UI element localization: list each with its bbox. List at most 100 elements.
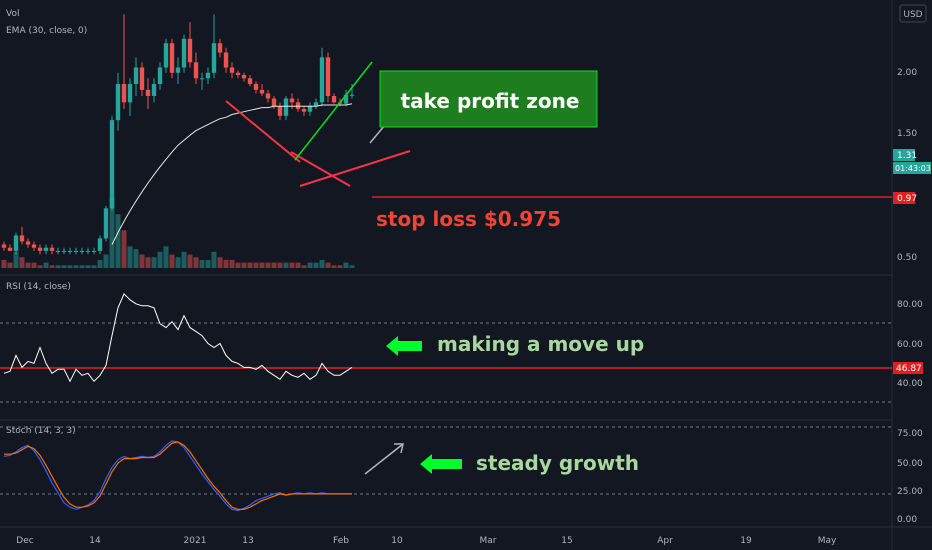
candle [343,89,349,107]
candle [109,115,115,211]
ema-line [111,103,353,245]
volume-bar [313,262,319,268]
candle [319,47,325,107]
time-tick-13: 13 [242,536,253,546]
stop-price-value: 0.97 [897,194,917,204]
candle-body [343,94,349,104]
candle [61,247,67,255]
volume-bar [1,259,7,268]
volume-bar [331,265,337,268]
rsi-tick-60: 60.00 [897,340,923,350]
volume-bar [187,254,193,268]
candle-body [277,106,283,116]
currency-button[interactable] [899,4,927,23]
candle [25,238,31,248]
volume-bar [37,265,43,268]
candle [121,14,127,109]
volume-bar [109,198,115,268]
candle-body [223,52,229,68]
time-tick-apr: Apr [657,536,673,546]
volume-bar [277,262,283,268]
stoch-growth-arrow [364,443,404,475]
candle-body [205,72,211,79]
candle [13,232,19,255]
candle-body [127,83,133,103]
candle-body [25,241,31,245]
volume-bar [271,262,277,268]
candle [181,34,187,73]
wedge-lower-trendline [290,151,351,187]
candle-body [325,57,331,96]
candle-body [91,250,97,252]
stop-price-badge [893,192,915,204]
candle-body [187,38,193,63]
candle-body [157,67,163,84]
candle-body [109,120,115,209]
stoch-tick-75: 75.00 [897,429,923,439]
volume-bar [289,262,295,268]
support-trendline [299,150,411,187]
volume-bar [145,257,151,268]
volume-bar [343,262,349,268]
candle-body [349,94,355,96]
candle [55,247,61,255]
volume-bar [97,259,103,268]
stoch-tick-0: 0.00 [897,515,917,525]
candle-body [241,74,247,79]
stoch-label: Stoch (14, 3, 3) [6,426,76,436]
time-tick-may: May [818,536,837,546]
take-profit-label: take profit zone [401,89,580,113]
volume-bar [31,262,37,268]
volume-bar [229,259,235,268]
volume-bar [67,265,73,268]
rsi-tick-40: 40.00 [897,379,923,389]
volume-bar [193,257,199,268]
volume-bar [25,262,31,268]
candle-body [37,247,43,251]
candle-body [13,235,19,251]
breakout-trendline [294,61,373,161]
candle-body [67,250,73,252]
rsi-label: RSI (14, close) [6,282,71,292]
volume-bar [115,214,121,268]
wedge-upper-trendline [225,100,301,163]
candle [67,247,73,255]
candle-body [139,67,145,90]
volume-bar [43,262,49,268]
candle [145,78,151,109]
candle-body [271,98,277,107]
candle [127,78,133,116]
volume-bar [241,262,247,268]
candle-body [73,250,79,252]
volume-bar [205,259,211,268]
volume-bar [301,265,307,268]
volume-bar [247,262,253,268]
candle-body [103,208,109,239]
volume-bar [175,257,181,268]
candle-body [31,244,37,248]
candle [301,106,307,116]
stop-loss-label: stop loss $0.975 [376,207,561,231]
volume-bar [103,254,109,268]
candle [97,235,103,255]
candle [85,247,91,255]
rsi-note: making a move up [437,332,644,356]
candle [295,98,301,112]
last-price-badge [893,149,915,161]
candle-body [97,238,103,251]
candle-body [331,95,337,103]
candle [223,47,229,73]
candle-body [19,235,25,242]
candle-body [247,78,253,84]
volume-bar [319,259,325,268]
time-tick-15: 15 [561,536,572,546]
candle-body [163,43,169,68]
candle [283,95,289,121]
volume-bar [223,259,229,268]
volume-bar [13,251,19,268]
volume-bar [133,249,139,268]
volume-bar [337,265,343,268]
candle [37,244,43,255]
candle-body [235,72,241,75]
